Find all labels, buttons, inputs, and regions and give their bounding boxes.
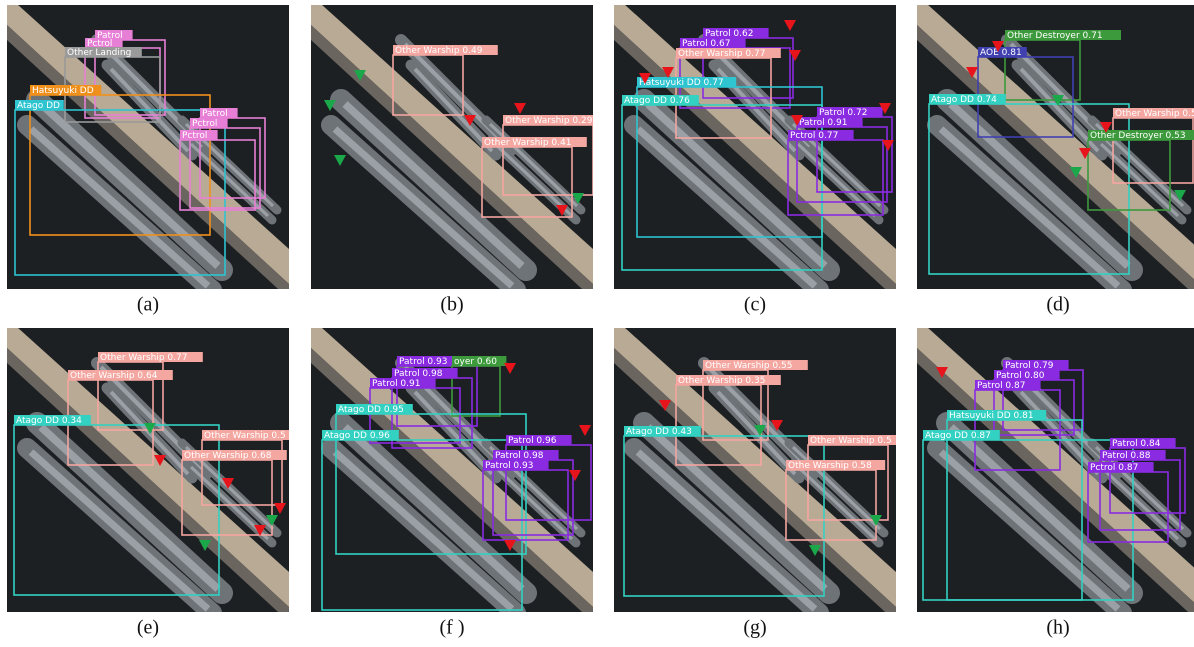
detection-label: Other Warship 0.64	[70, 371, 158, 381]
detection-label: Patrol 0.84	[1112, 439, 1161, 449]
panel: Other Warship 0.77 Other Warship 0.64 Atag…	[7, 318, 301, 639]
panel: Other Destroyer 0.71 AOE 0.81 Atago DD 0.7…	[917, 0, 1194, 316]
detection-label: Atago DD 0.43	[626, 427, 692, 437]
detection-label: Atago DD 0.87	[925, 431, 991, 441]
caption: (h)	[1046, 617, 1069, 639]
detection-label: Patrol 0.93	[399, 357, 447, 367]
detection-label: Pctrol 0.87	[1090, 463, 1138, 473]
detection-label: AOE 0.81	[980, 48, 1022, 58]
detection-label: Other Warship 0.55	[705, 361, 792, 371]
detection-label: Other Warship 0.5	[810, 436, 892, 446]
detection-label: Hatsuyuki DD	[32, 86, 94, 96]
detection-label: Patrol 0.62	[705, 29, 753, 39]
detection-label: Patrol	[202, 109, 228, 119]
detection-label: Pctrol	[192, 119, 217, 129]
detection-label: Other Landing	[67, 48, 131, 58]
detection-label: Other Warship 0.5	[204, 431, 286, 441]
detection-label: Pctrol	[182, 131, 207, 141]
caption: (e)	[137, 617, 159, 639]
detection-label: Other Destroyer 0.53	[1090, 131, 1186, 141]
detection-label: Other Destroyer 0.71	[1007, 31, 1103, 41]
panel: Other Warship 0.49 Other Warship 0.29 Othe…	[311, 0, 608, 316]
detection-label: Other Warship 0.41	[484, 138, 571, 148]
detection-label: Othe Warship 0.58	[788, 461, 872, 471]
detection-label: Pctrol 0.77	[790, 131, 838, 141]
detection-label: Patrol 0.72	[819, 108, 867, 118]
detection-label: oyer 0.60	[454, 357, 497, 367]
detection-label: Patrol 0.98	[394, 369, 443, 379]
detection-label: Other Warship 0.77	[100, 353, 187, 363]
detection-label: Other Warship 0.68	[184, 451, 272, 461]
figure: PatrolPctrolOther LandingHatsuyuki DDAta…	[0, 0, 1194, 647]
panel: Patrol 0.62Patrol 0.67Other Warship 0.77…	[614, 0, 896, 316]
panel: Other Warship 0.55 Other Warship 0.35 Atag…	[614, 318, 907, 639]
detection-label: Atago DD 0.96	[324, 431, 390, 441]
detection-label: Patrol 0.91	[372, 379, 420, 389]
detection-label: Patrol 0.67	[682, 39, 730, 49]
detection-label: Patrol 0.88	[1102, 451, 1151, 461]
detection-label: Patrol 0.87	[977, 381, 1025, 391]
satellite-image: Other Warship 0.49 Other Warship 0.29 Othe…	[311, 0, 608, 299]
panel: Patrol 0.93oyer 0.60Patrol 0.98Patrol 0.…	[311, 318, 593, 639]
detection-label: Atago DD 0.34	[16, 416, 82, 426]
detection-label: Other Warship 0.35	[678, 376, 765, 386]
detection-label: Hatsuyuki DD 0.77	[639, 78, 724, 88]
detection-label: Hatsuyuki DD 0.81	[949, 411, 1034, 421]
caption: (b)	[440, 294, 463, 316]
caption: (a)	[137, 294, 159, 316]
caption: (f )	[440, 617, 465, 639]
detection-label: Atago DD 0.76	[624, 96, 690, 106]
detection-label: Patrol 0.96	[508, 436, 557, 446]
satellite-image: Other Warship 0.55 Other Warship 0.35 Atag…	[614, 318, 907, 622]
detection-label: Patrol 0.79	[1005, 361, 1054, 371]
detection-label: Other Warship 0.49	[395, 46, 483, 56]
detection-label: Other Warship 0.57	[1115, 109, 1194, 119]
detection-label: Atago DD 0.95	[338, 405, 404, 415]
satellite-image: Patrol 0.62Patrol 0.67Other Warship 0.77…	[614, 0, 896, 299]
detection-label: Patrol 0.98	[495, 451, 544, 461]
detection-label: Patrol 0.93	[485, 461, 533, 471]
detection-label: Other Warship 0.77	[678, 49, 765, 59]
detection-label: Patrol 0.91	[799, 118, 847, 128]
caption: (g)	[743, 617, 766, 639]
caption: (d)	[1046, 294, 1069, 316]
satellite-image: Patrol 0.93oyer 0.60Patrol 0.98Patrol 0.…	[311, 318, 593, 622]
caption: (c)	[744, 294, 766, 316]
detection-label: Patrol 0.80	[996, 371, 1045, 381]
satellite-image: Other Warship 0.77 Other Warship 0.64 Atag…	[7, 318, 301, 622]
detection-label: Atago DD 0.74	[931, 95, 997, 105]
detection-label: Other Warship 0.29	[505, 116, 593, 126]
satellite-image: Other Destroyer 0.71 AOE 0.81 Atago DD 0.7…	[917, 0, 1194, 299]
detection-label: Atago DD	[17, 101, 60, 111]
